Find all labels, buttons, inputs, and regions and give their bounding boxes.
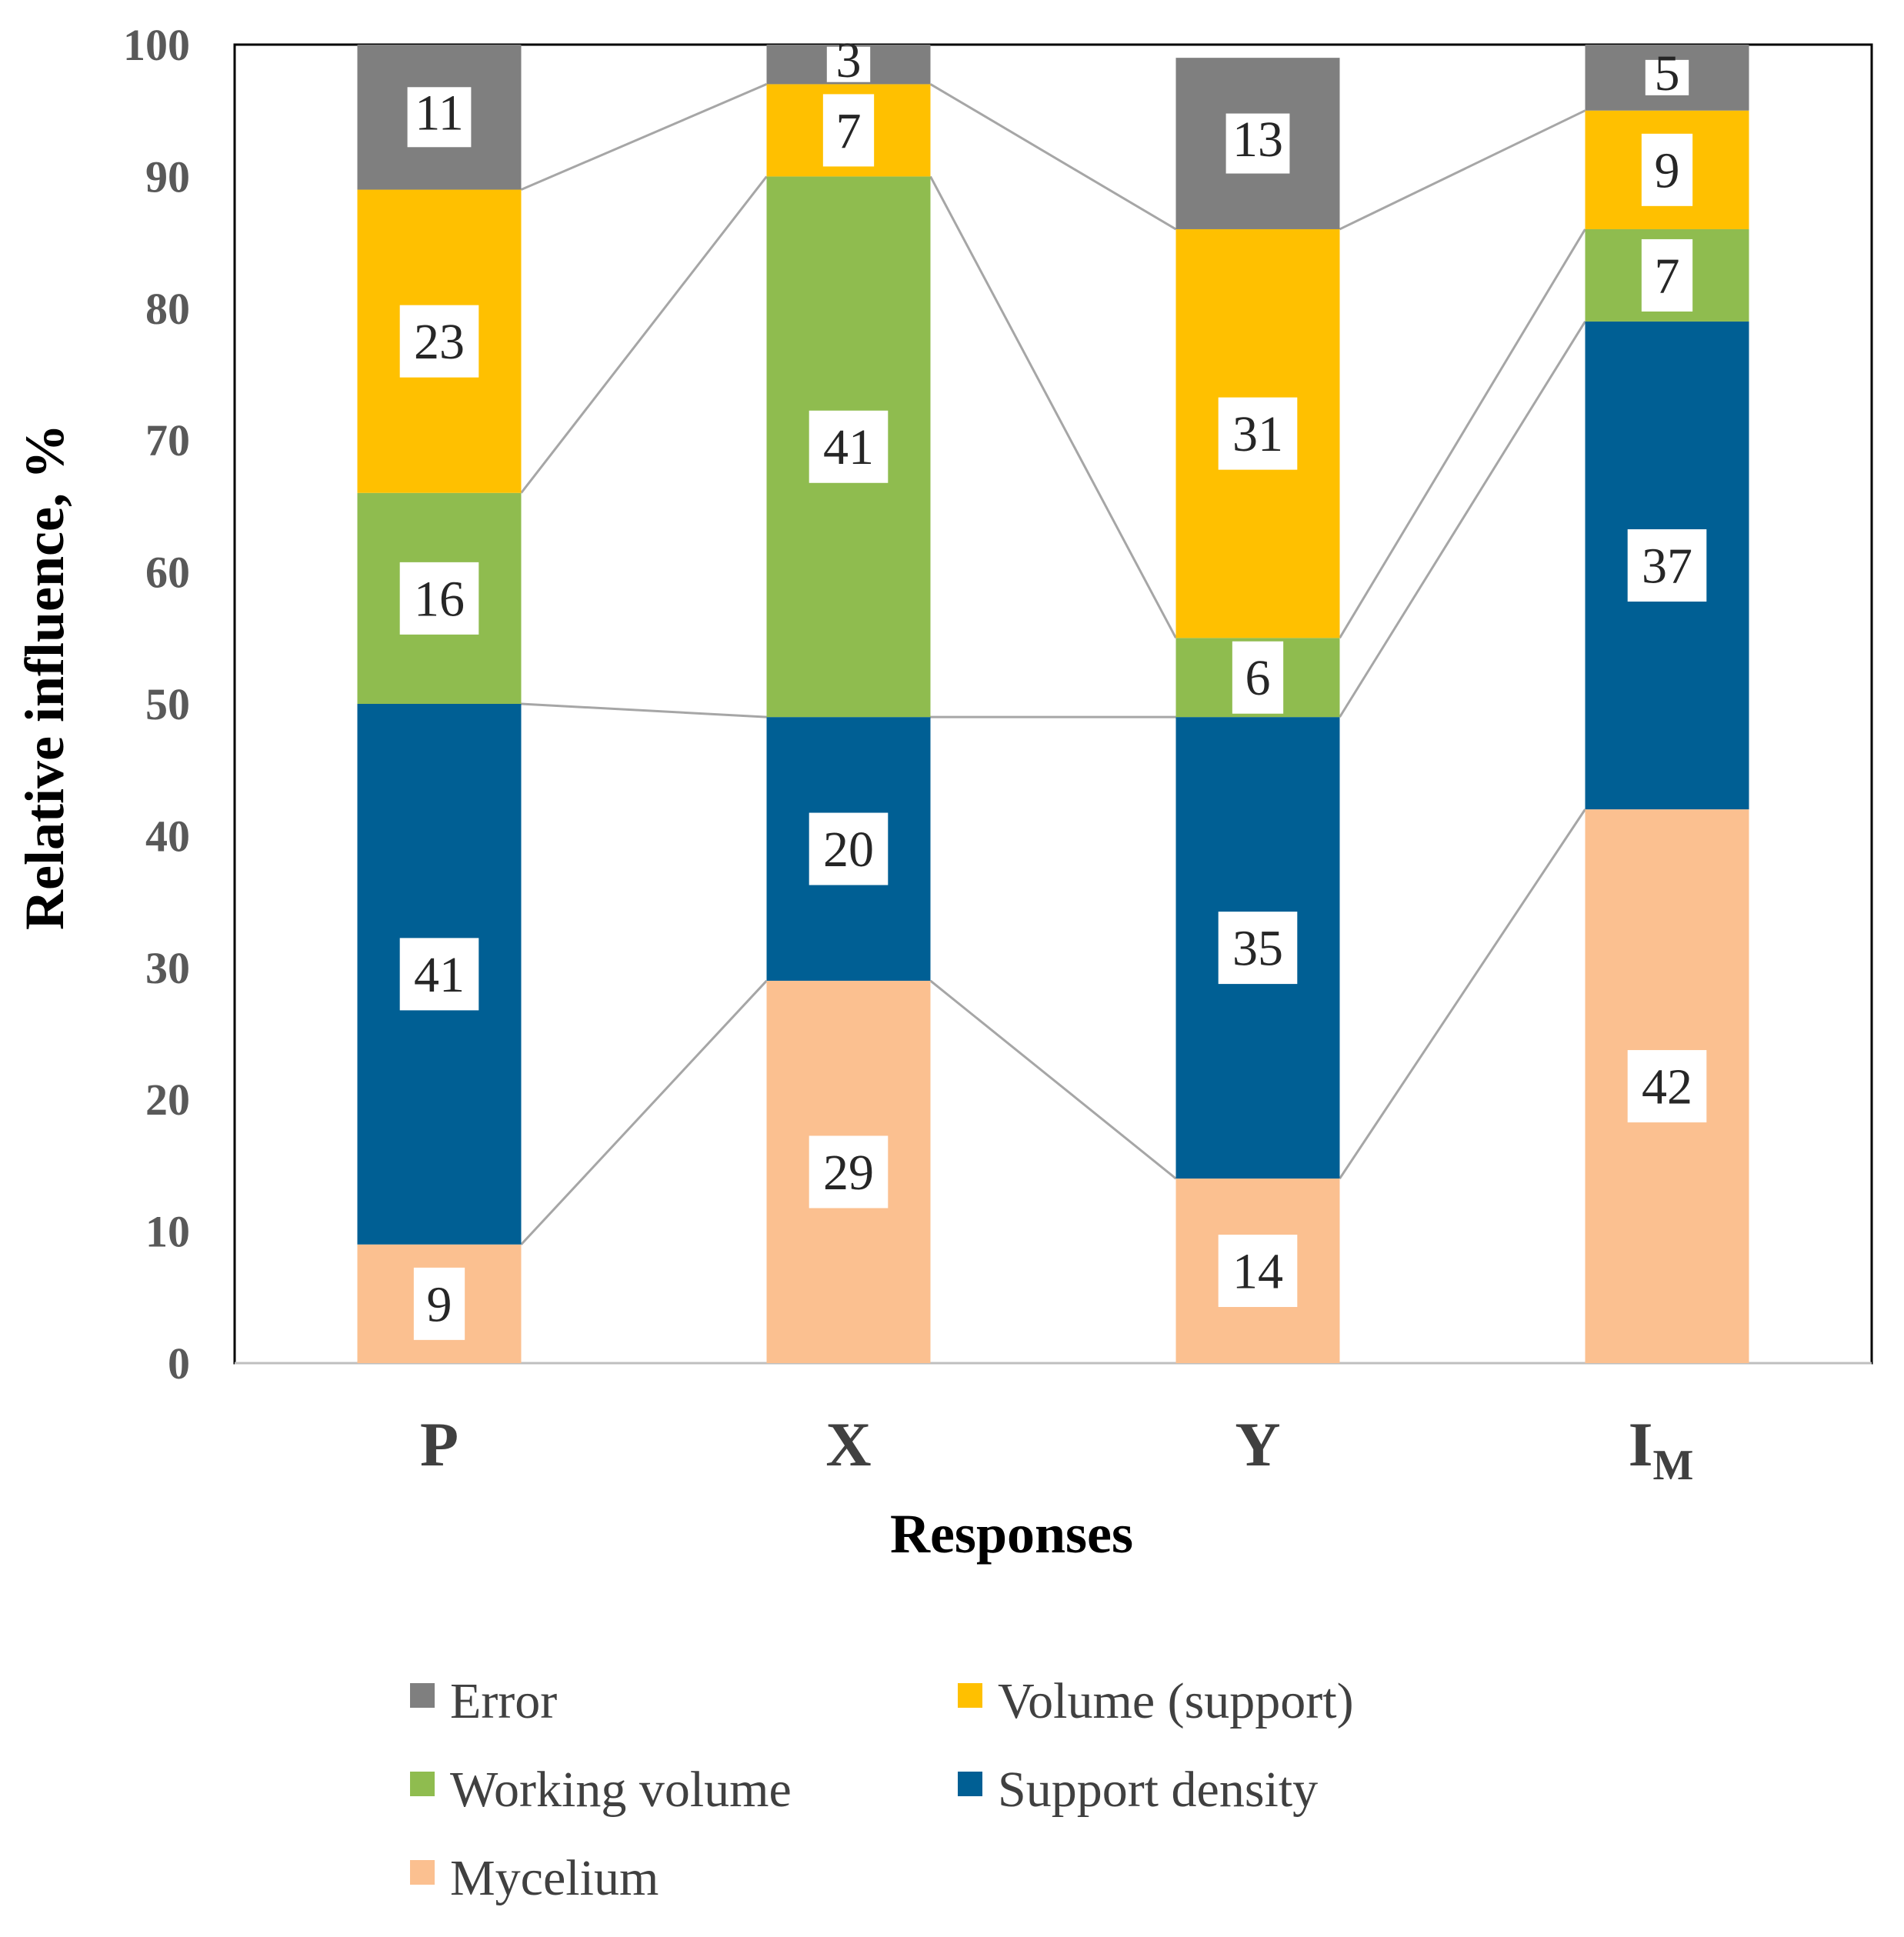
data-label-box bbox=[399, 305, 479, 378]
data-label-mycelium-x: 29 bbox=[823, 1145, 874, 1201]
data-label-working-volume-i: 7 bbox=[1655, 248, 1680, 304]
legend-label-working-volume: Working volume bbox=[450, 1762, 792, 1818]
data-label-error-y: 13 bbox=[1232, 112, 1283, 168]
series-line-volume-support bbox=[520, 83, 768, 191]
x-category-label: IM bbox=[1629, 1409, 1694, 1489]
series-line-volume-support bbox=[1339, 109, 1586, 231]
y-tick-label: 60 bbox=[145, 548, 190, 598]
series-line-mycelium bbox=[1339, 808, 1586, 1179]
legend-swatch-mycelium bbox=[410, 1860, 435, 1885]
data-label-box bbox=[407, 87, 472, 148]
data-label-box bbox=[822, 94, 875, 167]
y-tick-label: 90 bbox=[145, 152, 190, 202]
series-line-support-density bbox=[521, 702, 767, 718]
data-label-mycelium-p: 9 bbox=[427, 1276, 452, 1332]
series-line-working-volume bbox=[1339, 228, 1586, 639]
y-tick-label: 20 bbox=[145, 1075, 190, 1125]
data-label-box bbox=[399, 938, 479, 1011]
x-category-label: P bbox=[420, 1409, 458, 1479]
data-label-box bbox=[1645, 59, 1689, 95]
y-axis: 0 10 20 30 40 50 60 70 80 90 100 bbox=[123, 20, 190, 1389]
y-tick-label: 10 bbox=[145, 1207, 190, 1257]
data-label-box bbox=[1218, 1235, 1298, 1308]
x-axis: P X Y IM bbox=[420, 1409, 1693, 1489]
data-label-box bbox=[1641, 238, 1693, 312]
legend: Error Volume (support) Working volume Suppo… bbox=[410, 1673, 1354, 1906]
y-tick-label: 100 bbox=[123, 20, 190, 70]
legend-label-volume-support: Volume (support) bbox=[998, 1673, 1354, 1729]
data-label-box bbox=[1218, 912, 1298, 985]
data-label-box bbox=[809, 1135, 889, 1209]
y-tick-label: 0 bbox=[168, 1339, 190, 1389]
series-line-mycelium bbox=[929, 979, 1177, 1180]
data-label-box bbox=[1218, 397, 1298, 470]
data-label-box bbox=[399, 562, 479, 635]
legend-label-mycelium: Mycelium bbox=[450, 1850, 659, 1906]
data-label-box bbox=[1641, 133, 1693, 206]
y-tick-label: 40 bbox=[145, 811, 190, 861]
data-labels-group: 9 29 14 42 41 20 35 37 16 41 6 7 23 7 31 9 11 3 13 5 bbox=[399, 32, 1707, 1340]
series-line-working-volume bbox=[520, 175, 768, 494]
data-label-working-volume-y: 6 bbox=[1245, 650, 1271, 706]
x-category-label: Y bbox=[1235, 1409, 1280, 1479]
data-label-mycelium-i: 42 bbox=[1642, 1059, 1692, 1115]
bars-group bbox=[357, 45, 1749, 1363]
y-tick-label: 30 bbox=[145, 943, 190, 993]
data-label-box bbox=[1627, 529, 1707, 602]
data-label-volume-support-i: 9 bbox=[1655, 142, 1680, 198]
data-label-error-x: 3 bbox=[836, 32, 862, 88]
data-label-mycelium-y: 14 bbox=[1232, 1243, 1283, 1299]
data-label-working-volume-p: 16 bbox=[414, 571, 465, 627]
data-label-working-volume-x: 41 bbox=[823, 419, 874, 475]
legend-swatch-support-density bbox=[958, 1772, 982, 1796]
data-label-box bbox=[1225, 113, 1290, 174]
data-label-volume-support-x: 7 bbox=[836, 103, 862, 159]
y-axis-title: Relative influence, % bbox=[14, 424, 75, 930]
data-label-volume-support-y: 31 bbox=[1232, 406, 1283, 462]
y-tick-label: 80 bbox=[145, 284, 190, 334]
data-label-box bbox=[1232, 641, 1284, 714]
legend-label-error: Error bbox=[450, 1673, 557, 1729]
data-label-support-density-y: 35 bbox=[1232, 921, 1283, 977]
x-category-label: X bbox=[825, 1409, 871, 1479]
series-line-working-volume bbox=[929, 175, 1177, 639]
data-label-box bbox=[809, 812, 889, 885]
series-connector-lines bbox=[520, 83, 1586, 1245]
y-tick-label: 50 bbox=[145, 679, 190, 729]
data-label-volume-support-p: 23 bbox=[414, 314, 465, 370]
x-category-subscript: M bbox=[1653, 1442, 1694, 1489]
data-label-error-p: 11 bbox=[415, 85, 464, 142]
data-label-support-density-p: 41 bbox=[414, 947, 465, 1003]
series-line-support-density bbox=[1339, 321, 1586, 718]
data-label-support-density-x: 20 bbox=[823, 822, 874, 878]
data-label-box bbox=[826, 46, 871, 82]
series-line-mycelium bbox=[520, 979, 768, 1245]
y-tick-label: 70 bbox=[145, 415, 190, 465]
series-line-volume-support bbox=[929, 83, 1177, 231]
data-label-box bbox=[413, 1267, 465, 1340]
data-label-box bbox=[809, 410, 889, 483]
data-label-box bbox=[1627, 1050, 1707, 1123]
data-label-support-density-i: 37 bbox=[1642, 538, 1692, 594]
legend-swatch-volume-support bbox=[958, 1683, 982, 1708]
legend-swatch-working-volume bbox=[410, 1772, 435, 1796]
legend-swatch-error bbox=[410, 1683, 435, 1708]
legend-label-support-density: Support density bbox=[998, 1762, 1318, 1818]
data-label-error-i: 5 bbox=[1655, 45, 1680, 102]
x-axis-title: Responses bbox=[890, 1503, 1133, 1565]
